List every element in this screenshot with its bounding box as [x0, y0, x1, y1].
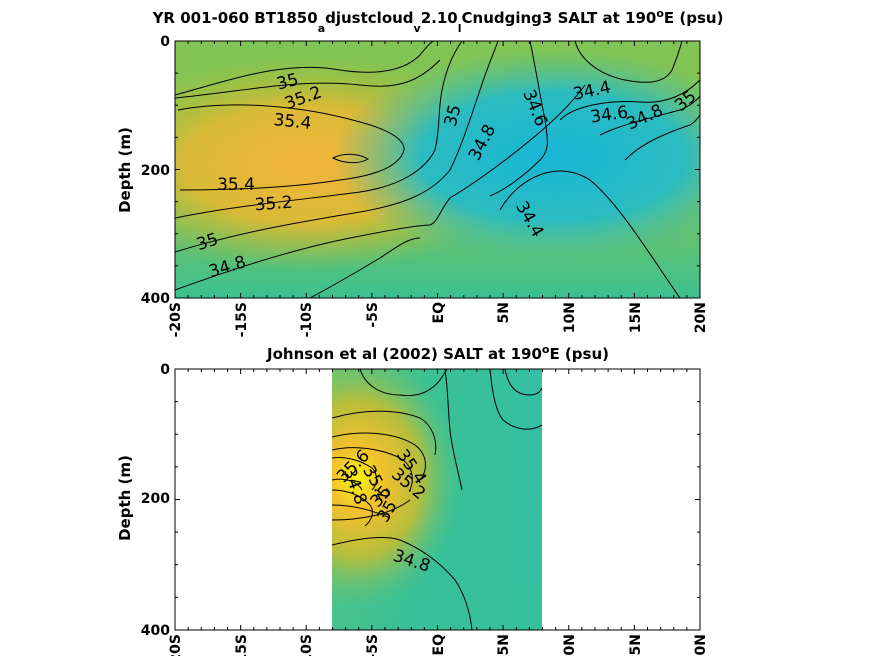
- contour-35.2-lower: [332, 504, 391, 519]
- panel-1-contour-labels: 35 35.2 35.4 35.4 35.2 35 34.8 35 34.8 3…: [194, 70, 700, 283]
- panel-2-contour-labels: 35.6 35.4 35.2 35 34.8 35.2 35 34.8: [333, 446, 433, 577]
- contour-35.6: [332, 457, 377, 491]
- contour-label: 35.4: [217, 175, 255, 195]
- panel-1: YR 001-060 BT1850adjustcloudv2.10lCnudgi…: [116, 7, 723, 337]
- x-tick-label: 15N: [628, 634, 644, 656]
- x-tick-label: -10S: [299, 634, 315, 656]
- contour-35.4-b: [332, 447, 413, 491]
- x-tick-label: 20N: [693, 302, 709, 333]
- panel-2-x-ticklabels: -20S -15S -10S -5S EQ 5N 10N 15N 20N: [168, 634, 709, 656]
- contour-35-upper: [175, 41, 435, 96]
- panel-1-field-fresh-core: [175, 41, 700, 298]
- contour-35.4-outer: [177, 104, 405, 191]
- panel-1-ticks: [174, 40, 701, 299]
- x-tick-label: 10N: [562, 302, 578, 333]
- panel-1-y-ticklabels: 0 200 400: [141, 34, 170, 307]
- contour-inner-a: [332, 478, 363, 491]
- panel-1-field: 35 35.2 35.4 35.4 35.2 35 34.8 35 34.8 3…: [175, 41, 700, 298]
- x-tick-label: 15N: [628, 302, 644, 333]
- contour-34.4-center: [499, 170, 681, 298]
- x-tick-label: 10N: [562, 634, 578, 656]
- panel-2-field-saline-core: [332, 369, 542, 630]
- y-tick-label: 400: [141, 623, 170, 639]
- contour-east-35: [444, 369, 463, 491]
- panel-1-y-axis-label: Depth (m): [116, 127, 134, 213]
- contour-35-lower: [332, 499, 411, 521]
- x-tick-label: -5S: [365, 302, 381, 328]
- panel-2-ticks: [174, 368, 701, 631]
- x-tick-label: 5N: [496, 634, 512, 655]
- contour-east-34.6: [504, 369, 542, 396]
- contour-35.2-outer: [332, 410, 437, 456]
- x-tick-label: -15S: [234, 634, 250, 656]
- contour-34.6-west: [489, 41, 548, 197]
- contour-35.2-upper: [175, 59, 441, 99]
- contour-34.8-east: [599, 95, 700, 136]
- y-tick-label: 0: [160, 362, 170, 378]
- x-tick-label: 20N: [693, 634, 709, 656]
- x-tick-label: -10S: [299, 302, 315, 337]
- panel-2-title: Johnson et al (2002) SALT at 190oE (psu): [266, 343, 609, 363]
- y-tick-label: 200: [141, 491, 170, 507]
- y-tick-label: 400: [141, 291, 170, 307]
- contour-label: 35.4: [273, 110, 313, 134]
- contour-34.8-lower: [175, 84, 586, 291]
- contour-34.4-top: [574, 41, 683, 83]
- contour-35.4-a: [332, 432, 426, 481]
- contour-34.8: [332, 537, 473, 630]
- x-tick-label: -15S: [234, 302, 250, 337]
- panel-2-y-axis-label: Depth (m): [116, 455, 134, 541]
- panel-2: Johnson et al (2002) SALT at 190oE (psu): [116, 343, 709, 656]
- panel-2-contours: [332, 369, 542, 630]
- panel-2-y-ticklabels: 0 200 400: [141, 362, 170, 639]
- contour-inner-b: [332, 489, 373, 527]
- x-tick-label: EQ: [431, 302, 447, 324]
- x-tick-label: EQ: [431, 634, 447, 656]
- contour-35-lower: [175, 41, 499, 253]
- x-tick-label: -5S: [365, 634, 381, 656]
- contour-east-34.8: [489, 369, 542, 430]
- contour-35-east: [624, 114, 700, 161]
- contour-top-35: [359, 369, 448, 397]
- contour-34.8-deep: [309, 237, 421, 298]
- panel-1-x-ticklabels: -20S -15S -10S -5S EQ 5N 10N 15N 20N: [168, 302, 709, 337]
- x-tick-label: -20S: [168, 634, 184, 656]
- contour-label: 35.2: [254, 193, 293, 216]
- contour-34.6-east: [559, 79, 700, 121]
- panel-1-contours: [175, 41, 700, 298]
- contour-35.4-eddy: [331, 153, 369, 164]
- x-tick-label: -20S: [168, 302, 184, 337]
- y-tick-label: 200: [141, 163, 170, 179]
- contour-35.2-middle: [175, 41, 463, 219]
- panel-1-title: YR 001-060 BT1850adjustcloudv2.10lCnudgi…: [152, 7, 724, 35]
- x-tick-label: 5N: [496, 302, 512, 323]
- panel-2-field: 35.6 35.4 35.2 35 34.8 35.2 35 34.8: [332, 369, 542, 630]
- y-tick-label: 0: [160, 34, 170, 50]
